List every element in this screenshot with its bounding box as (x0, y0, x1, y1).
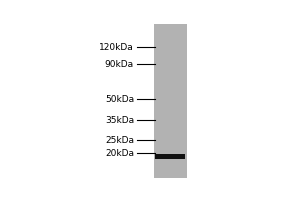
Text: 50kDa: 50kDa (105, 95, 134, 104)
Text: 20kDa: 20kDa (105, 149, 134, 158)
Bar (154, 24, 188, 178)
Text: 35kDa: 35kDa (105, 116, 134, 125)
Text: 120kDa: 120kDa (99, 43, 134, 52)
Bar (155, 154, 185, 159)
Text: 90kDa: 90kDa (105, 60, 134, 69)
Text: 25kDa: 25kDa (105, 136, 134, 145)
